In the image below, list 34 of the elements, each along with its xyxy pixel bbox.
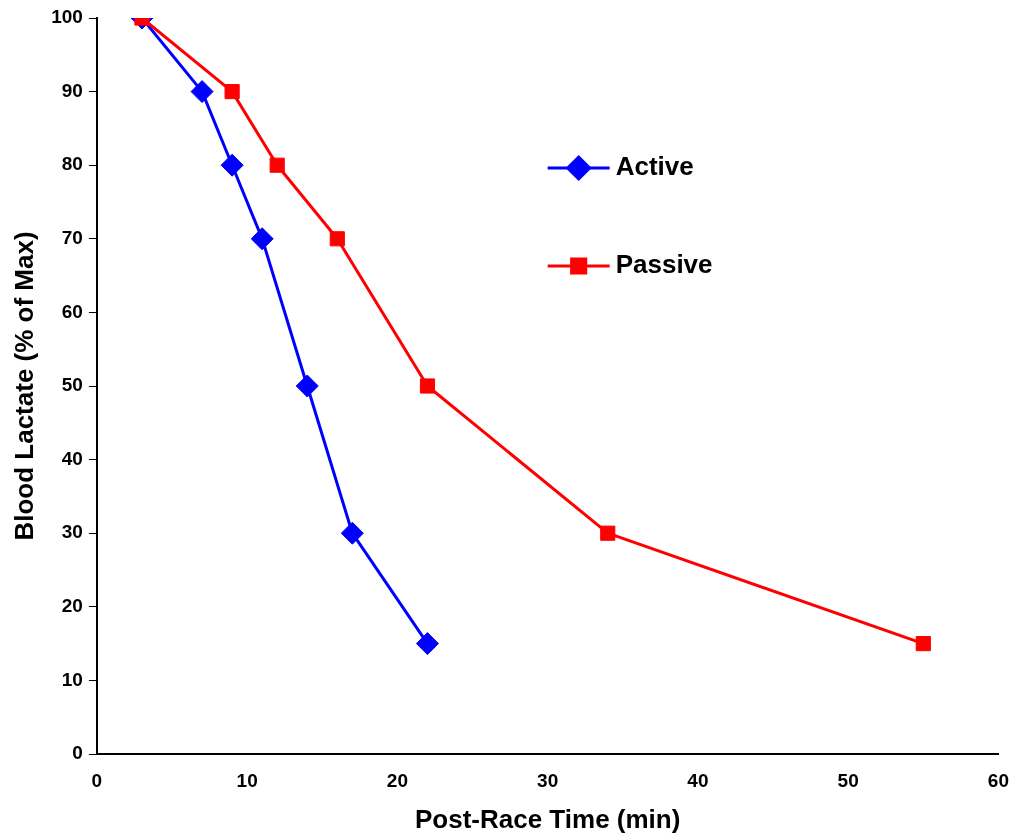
point xyxy=(329,231,345,247)
y-tick-label: 10 xyxy=(61,668,83,690)
point xyxy=(269,157,285,173)
legend-label: Active xyxy=(615,151,694,182)
x-tick-label: 60 xyxy=(987,769,1009,791)
point xyxy=(415,632,439,656)
legend-label: Passive xyxy=(615,249,713,280)
x-tick-label: 30 xyxy=(537,769,559,791)
y-tick-label: 70 xyxy=(61,227,83,249)
x-tick-label: 20 xyxy=(386,769,408,791)
x-tick-label: 10 xyxy=(236,769,258,791)
point xyxy=(419,378,436,394)
y-axis-title: Blood Lactate (% of Max) xyxy=(8,231,39,541)
y-tick-label: 90 xyxy=(61,79,83,101)
y-tick-label: 60 xyxy=(61,300,83,322)
point xyxy=(600,525,616,541)
point xyxy=(915,636,931,652)
y-tick-label: 40 xyxy=(61,447,83,469)
point xyxy=(220,153,244,177)
y-tick-label: 50 xyxy=(61,374,83,396)
y-tick-label: 0 xyxy=(72,742,83,764)
y-tick-label: 30 xyxy=(61,521,83,543)
point xyxy=(340,521,364,545)
point xyxy=(295,374,319,398)
x-tick-label: 50 xyxy=(837,769,859,791)
y-tick-label: 100 xyxy=(51,6,83,28)
point xyxy=(190,80,214,104)
point xyxy=(250,227,274,251)
x-tick-label: 0 xyxy=(91,769,103,791)
y-tick-label: 80 xyxy=(61,153,83,175)
x-axis-title: Post-Race Time (min) xyxy=(414,803,681,834)
y-tick-label: 20 xyxy=(61,595,83,617)
x-tick-label: 40 xyxy=(687,769,709,791)
point xyxy=(224,84,240,100)
